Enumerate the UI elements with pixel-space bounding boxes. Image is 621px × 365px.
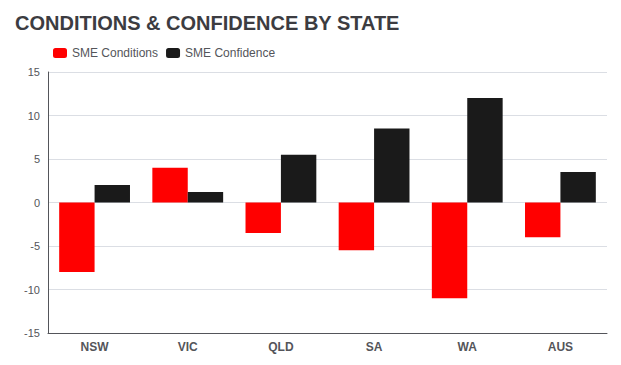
svg-text:SME Conditions: SME Conditions	[72, 46, 158, 60]
svg-text:CONDITIONS & CONFIDENCE BY STA: CONDITIONS & CONFIDENCE BY STATE	[15, 12, 399, 34]
svg-text:-15: -15	[24, 327, 40, 339]
svg-text:WA: WA	[458, 340, 478, 354]
svg-text:-5: -5	[30, 240, 40, 252]
svg-text:VIC: VIC	[178, 340, 198, 354]
svg-text:SME Confidence: SME Confidence	[185, 46, 275, 60]
svg-text:SA: SA	[366, 340, 383, 354]
svg-text:QLD: QLD	[268, 340, 294, 354]
svg-text:15: 15	[28, 66, 40, 78]
svg-text:10: 10	[28, 110, 40, 122]
svg-text:NSW: NSW	[81, 340, 110, 354]
svg-text:AUS: AUS	[548, 340, 573, 354]
svg-text:0: 0	[34, 197, 40, 209]
svg-text:-10: -10	[24, 284, 40, 296]
svg-text:5: 5	[34, 153, 40, 165]
